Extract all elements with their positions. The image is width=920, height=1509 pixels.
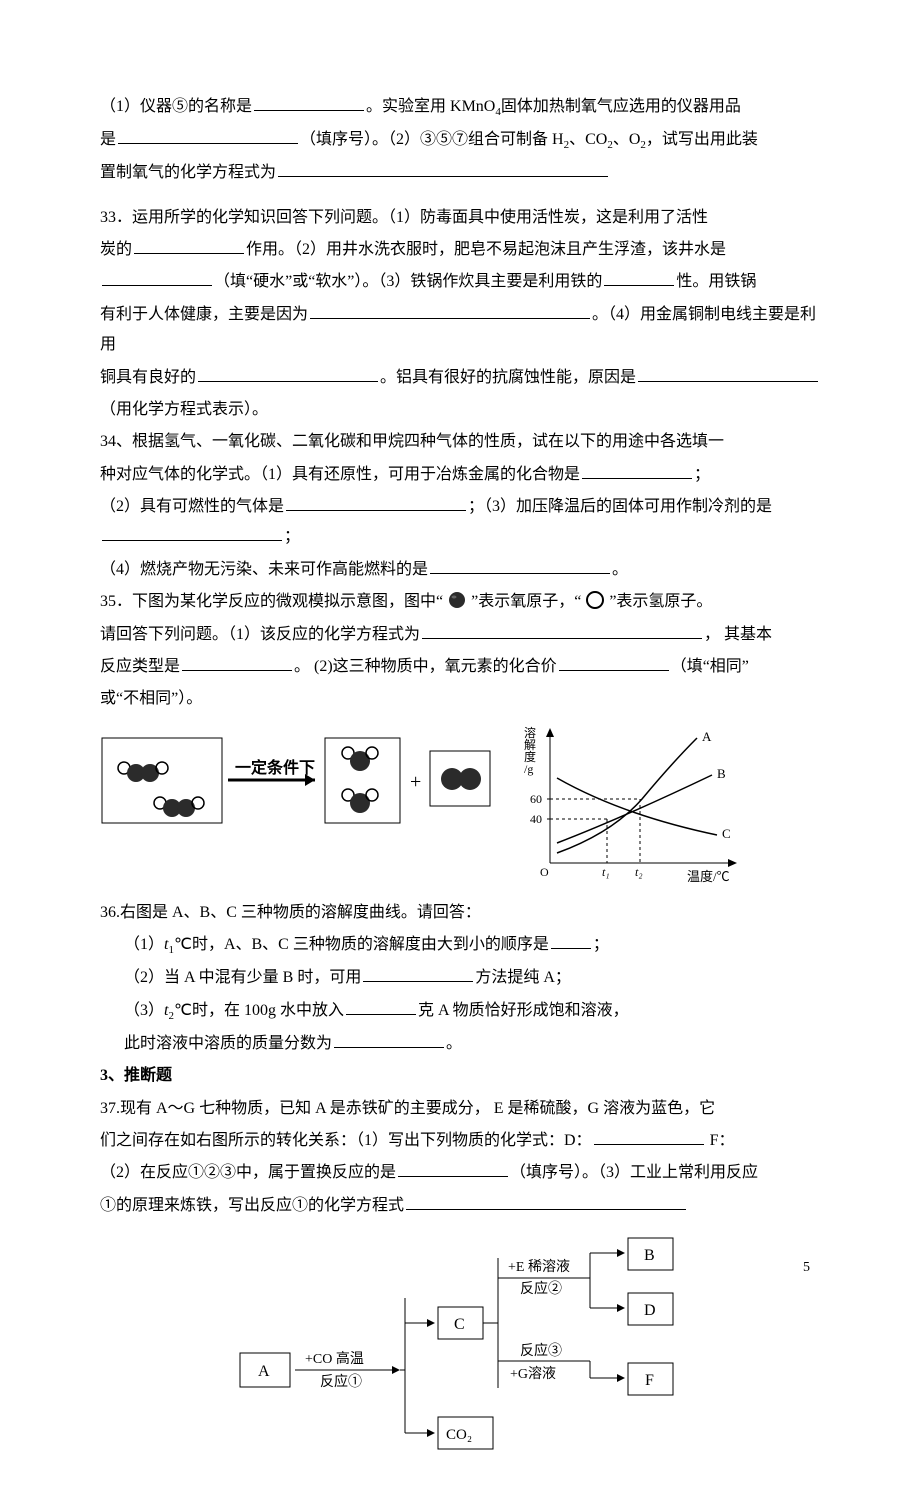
q32-l1-b: 。实验室用 KMnO	[366, 98, 495, 115]
section3-header: 3、推断题	[100, 1061, 830, 1091]
blank	[254, 94, 364, 111]
blank	[594, 1128, 704, 1145]
q32-l2-a: 是	[100, 131, 116, 148]
figure-row: 一定条件下 + 溶 解 度 /g 60 40	[100, 723, 830, 888]
q36-l5: 此时溶液中溶质的质量分数为。	[100, 1029, 830, 1059]
blank	[604, 269, 674, 286]
svg-text:B: B	[644, 1247, 655, 1264]
q32-l1-c: 固体加热制氧气应选用的仪器用品	[501, 98, 741, 115]
svg-text:t₁: t₁	[602, 865, 610, 879]
svg-text:+CO 高温: +CO 高温	[305, 1350, 364, 1367]
oxygen-atom-icon	[447, 590, 467, 610]
reaction-diagram: 一定条件下 +	[100, 723, 500, 838]
blank	[398, 1160, 508, 1177]
q35-l1: 35．下图为某化学反应的微观模拟示意图，图中“ ”表示氧原子，“ ”表示氢原子。	[100, 587, 830, 617]
svg-text:t₂: t₂	[635, 865, 643, 879]
q33-l6: （用化学方程式表示）。	[100, 395, 830, 425]
q35-l3: 反应类型是。 (2)这三种物质中，氧元素的化合价（填“相同”	[100, 652, 830, 682]
q36-l1: 36.右图是 A、B、C 三种物质的溶解度曲线。请回答：	[100, 898, 830, 928]
svg-text:反应③: 反应③	[520, 1342, 562, 1359]
q34-l1: 34、根据氢气、一氧化碳、二氧化碳和甲烷四种气体的性质，试在以下的用途中各选填一	[100, 427, 830, 457]
curve-a	[557, 738, 697, 853]
svg-text:C: C	[454, 1316, 465, 1333]
q36-l2: （1）t1℃时，A、B、C 三种物质的溶解度由大到小的顺序是；	[100, 930, 830, 961]
svg-text:40: 40	[530, 812, 542, 826]
q37-l2: 们之间存在如右图所示的转化关系：（1）写出下列物质的化学式：D： F：	[100, 1126, 830, 1156]
q33-l3: （填“硬水”或“软水”）。（3）铁锅作炊具主要是利用铁的性。用铁锅	[100, 267, 830, 297]
blank	[363, 965, 473, 982]
q37-flowchart: A +CO 高温 反应① C CO₂ +E 稀溶液 反应② B D 反应③ +G…	[230, 1233, 690, 1458]
q37-l1: 37.现有 A～G 七种物质，已知 A 是赤铁矿的主要成分， E 是稀硫酸，G …	[100, 1094, 830, 1124]
blank	[286, 494, 466, 511]
curve-b	[557, 775, 712, 843]
q32-line1: （1）仪器⑤的名称是。实验室用 KMnO4固体加热制氧气应选用的仪器用品	[100, 92, 830, 123]
blank	[334, 1031, 444, 1048]
svg-text:/g: /g	[524, 762, 533, 776]
q36-l3: （2）当 A 中混有少量 B 时，可用方法提纯 A；	[100, 963, 830, 993]
blank	[551, 932, 591, 949]
blank	[278, 160, 608, 177]
curve-c	[557, 778, 717, 835]
page-number: 5	[803, 1255, 810, 1282]
q33-l4: 有利于人体健康，主要是因为。（4）用金属铜制电线主要是利用	[100, 300, 830, 361]
q33-l2: 炭的作用。（2）用井水洗衣服时，肥皂不易起泡沫且产生浮渣，该井水是	[100, 235, 830, 265]
blank	[430, 557, 610, 574]
blank	[102, 524, 282, 541]
blank	[406, 1193, 686, 1210]
blank	[638, 365, 818, 382]
q32-line2: 是（填序号）。（2）③⑤⑦组合可制备 H2、CO2、O2，试写出用此装	[100, 125, 830, 156]
q33-l1: 33．运用所学的化学知识回答下列问题。（1）防毒面具中使用活性炭，这是利用了活性	[100, 203, 830, 233]
svg-text:B: B	[717, 766, 726, 781]
blank	[559, 654, 669, 671]
svg-text:+E 稀溶液: +E 稀溶液	[508, 1259, 570, 1275]
q35-l2: 请回答下列问题。（1）该反应的化学方程式为， 其基本	[100, 620, 830, 650]
blank	[102, 269, 212, 286]
q36-l4: （3）t2℃时，在 100g 水中放入克 A 物质恰好形成饱和溶液，	[100, 996, 830, 1027]
arrow-label: 一定条件下	[235, 758, 315, 777]
blank	[182, 654, 292, 671]
svg-text:+G溶液: +G溶液	[510, 1366, 556, 1382]
q37-l3: （2）在反应①②③中，属于置换反应的是（填序号）。（3）工业上常利用反应	[100, 1158, 830, 1188]
svg-text:D: D	[644, 1302, 656, 1319]
svg-text:F: F	[645, 1372, 654, 1389]
q34-l4: （4）燃烧产物无污染、未来可作高能燃料的是。	[100, 555, 830, 585]
q34-l3: （2）具有可燃性的气体是；（3）加压降温后的固体可用作制冷剂的是；	[100, 492, 830, 553]
q34-l2: 种对应气体的化学式。（1）具有还原性，可用于冶炼金属的化合物是；	[100, 460, 830, 490]
svg-text:反应①: 反应①	[320, 1373, 362, 1390]
q32-line3: 置制氧气的化学方程式为	[100, 158, 830, 188]
svg-text:C: C	[722, 826, 731, 841]
q32-l1-a: （1）仪器⑤的名称是	[100, 98, 252, 115]
blank	[310, 302, 590, 319]
q32-l2-b: （填序号）。（2）③⑤⑦组合可制备 H	[300, 131, 564, 148]
svg-text:60: 60	[530, 792, 542, 806]
svg-text:反应②: 反应②	[520, 1280, 562, 1297]
blank	[346, 998, 416, 1015]
blank	[118, 127, 298, 144]
blank	[198, 365, 378, 382]
solubility-chart: 溶 解 度 /g 60 40 A B C t₁ t₂ O 温度/℃	[522, 723, 752, 888]
hydrogen-atom-icon	[585, 590, 605, 610]
x-axis-label: 温度/℃	[687, 869, 730, 884]
q35-l4: 或“不相同”）。	[100, 684, 830, 714]
plus-sign: +	[410, 771, 421, 793]
blank	[422, 622, 702, 639]
svg-text:A: A	[702, 729, 712, 744]
svg-text:CO₂: CO₂	[446, 1427, 472, 1443]
blank	[134, 237, 244, 254]
q33-l5: 铜具有良好的。铝具有很好的抗腐蚀性能，原因是	[100, 363, 830, 393]
molecule-h2o2	[118, 762, 168, 782]
svg-text:A: A	[258, 1363, 270, 1380]
svg-text:O: O	[540, 865, 549, 879]
q37-l4: ①的原理来炼铁，写出反应①的化学方程式	[100, 1191, 830, 1221]
blank	[582, 462, 692, 479]
